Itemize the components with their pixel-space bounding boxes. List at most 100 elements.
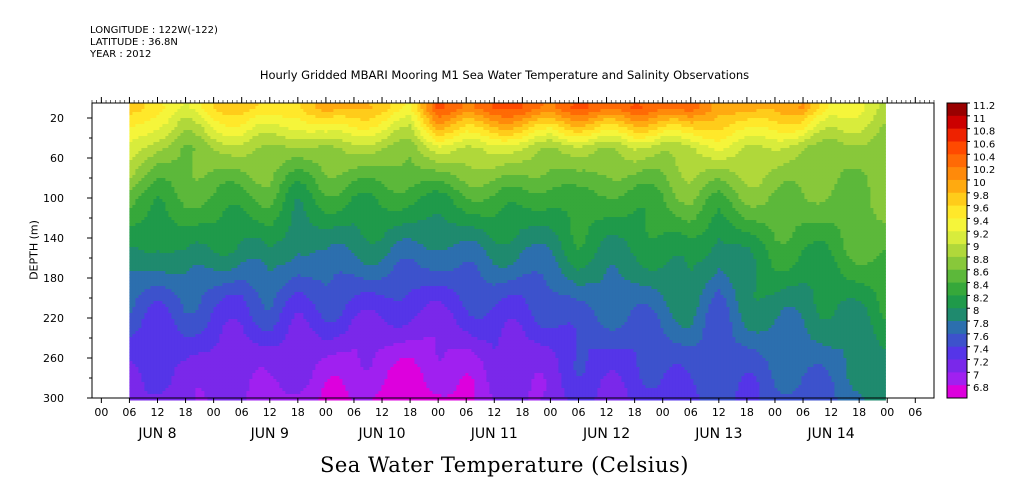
temperature-cell (135, 199, 139, 203)
temperature-cell (141, 151, 145, 155)
temperature-cell (168, 109, 172, 113)
temperature-cell (165, 310, 169, 314)
temperature-cell (192, 352, 196, 356)
temperature-cell (147, 148, 151, 152)
temperature-cell (138, 106, 142, 110)
temperature-cell (138, 292, 142, 296)
temperature-cell (192, 391, 196, 395)
temperature-cell (165, 214, 169, 218)
temperature-cell (141, 103, 145, 107)
temperature-cell (138, 178, 142, 182)
temperature-cell (189, 208, 193, 212)
temperature-cell (144, 352, 148, 356)
temperature-cell (162, 340, 166, 344)
temperature-cell (189, 358, 193, 362)
temperature-cell (168, 262, 172, 266)
temperature-cell (186, 202, 190, 206)
temperature-cell (168, 298, 172, 302)
temperature-cell (150, 331, 154, 335)
temperature-cell (195, 214, 199, 218)
temperature-cell (183, 166, 187, 170)
temperature-cell (171, 292, 175, 296)
temperature-cell (132, 313, 136, 317)
temperature-cell (135, 190, 139, 194)
temperature-cell (168, 367, 172, 371)
temperature-cell (153, 211, 157, 215)
temperature-cell (156, 334, 160, 338)
temperature-cell (153, 256, 157, 260)
temperature-cell (150, 319, 154, 323)
temperature-cell (162, 160, 166, 164)
temperature-cell (171, 193, 175, 197)
temperature-cell (165, 382, 169, 386)
temperature-cell (162, 244, 166, 248)
temperature-cell (180, 385, 184, 389)
temperature-cell (171, 334, 175, 338)
temperature-cell (129, 163, 133, 167)
temperature-cell (168, 328, 172, 332)
temperature-cell (183, 250, 187, 254)
temperature-cell (174, 388, 178, 392)
temperature-cell (168, 112, 172, 116)
temperature-cell (135, 265, 139, 269)
temperature-cell (135, 298, 139, 302)
temperature-cell (159, 142, 163, 146)
temperature-cell (192, 340, 196, 344)
temperature-cell (162, 334, 166, 338)
temperature-cell (141, 337, 145, 341)
temperature-cell (135, 286, 139, 290)
temperature-cell (129, 277, 133, 281)
temperature-cell (189, 241, 193, 245)
temperature-cell (141, 289, 145, 293)
temperature-cell (135, 127, 139, 131)
temperature-cell (186, 394, 190, 398)
temperature-cell (174, 325, 178, 329)
temperature-cell (129, 259, 133, 263)
temperature-cell (162, 208, 166, 212)
temperature-cell (150, 391, 154, 395)
temperature-cell (153, 265, 157, 269)
temperature-cell (147, 385, 151, 389)
temperature-cell (162, 385, 166, 389)
temperature-cell (138, 310, 142, 314)
temperature-cell (162, 265, 166, 269)
temperature-cell (153, 109, 157, 113)
temperature-cell (150, 202, 154, 206)
temperature-cell (192, 109, 196, 113)
temperature-cell (180, 235, 184, 239)
temperature-cell (147, 109, 151, 113)
temperature-cell (135, 115, 139, 119)
temperature-cell (192, 331, 196, 335)
temperature-cell (159, 175, 163, 179)
temperature-cell (183, 274, 187, 278)
temperature-cell (195, 187, 199, 191)
temperature-cell (174, 181, 178, 185)
temperature-cell (150, 187, 154, 191)
temperature-cell (144, 196, 148, 200)
temperature-cell (159, 379, 163, 383)
temperature-cell (192, 301, 196, 305)
temperature-cell (153, 208, 157, 212)
temperature-cell (192, 295, 196, 299)
temperature-cell (183, 304, 187, 308)
temperature-cell (195, 175, 199, 179)
temperature-cell (129, 328, 133, 332)
temperature-cell (174, 232, 178, 236)
temperature-cell (135, 235, 139, 239)
temperature-cell (129, 382, 133, 386)
temperature-cell (150, 346, 154, 350)
temperature-cell (132, 310, 136, 314)
temperature-cell (144, 334, 148, 338)
temperature-cell (153, 304, 157, 308)
temperature-cell (177, 109, 181, 113)
temperature-cell (141, 358, 145, 362)
temperature-cell (153, 280, 157, 284)
temperature-cell (177, 160, 181, 164)
temperature-cell (186, 346, 190, 350)
temperature-cell (171, 286, 175, 290)
temperature-cell (195, 262, 199, 266)
temperature-cell (180, 277, 184, 281)
temperature-cell (153, 322, 157, 326)
temperature-cell (132, 358, 136, 362)
temperature-cell (144, 358, 148, 362)
